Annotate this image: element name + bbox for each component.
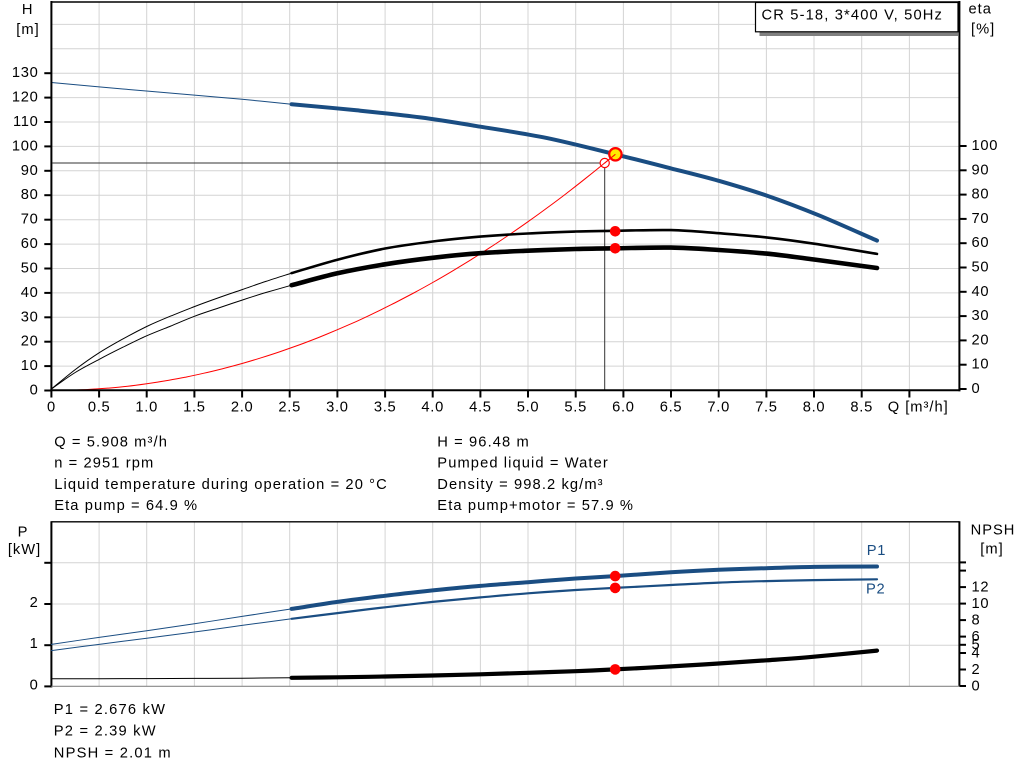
svg-text:8: 8: [972, 613, 981, 629]
svg-text:Q [m³/h]: Q [m³/h]: [888, 400, 949, 416]
svg-text:Liquid temperature during oper: Liquid temperature during operation = 20…: [54, 477, 388, 493]
svg-text:1: 1: [30, 636, 39, 652]
svg-text:Eta pump = 64.9 %: Eta pump = 64.9 %: [54, 498, 198, 514]
svg-text:2: 2: [972, 662, 981, 678]
svg-text:30: 30: [21, 309, 39, 325]
svg-text:3.5: 3.5: [374, 400, 397, 416]
svg-text:[m]: [m]: [980, 542, 1003, 558]
svg-text:50: 50: [972, 260, 990, 276]
svg-text:70: 70: [21, 212, 39, 228]
svg-text:30: 30: [972, 308, 990, 324]
svg-text:120: 120: [12, 90, 39, 106]
svg-text:CR 5-18, 3*400 V, 50Hz: CR 5-18, 3*400 V, 50Hz: [762, 8, 944, 24]
svg-text:Q = 5.908 m³/h: Q = 5.908 m³/h: [54, 434, 168, 450]
svg-text:Pumped liquid = Water: Pumped liquid = Water: [437, 456, 609, 472]
svg-text:0.5: 0.5: [88, 400, 111, 416]
svg-text:100: 100: [12, 138, 39, 154]
svg-text:100: 100: [972, 138, 999, 154]
svg-text:4.5: 4.5: [469, 400, 492, 416]
svg-text:P2 = 2.39 kW: P2 = 2.39 kW: [54, 724, 157, 740]
svg-text:40: 40: [21, 285, 39, 301]
svg-text:90: 90: [972, 162, 990, 178]
svg-text:80: 80: [21, 187, 39, 203]
svg-text:12: 12: [972, 580, 990, 596]
svg-text:NPSH: NPSH: [971, 523, 1016, 539]
svg-text:[m]: [m]: [16, 22, 39, 38]
svg-text:Density = 998.2 kg/m³: Density = 998.2 kg/m³: [437, 477, 603, 493]
svg-text:130: 130: [12, 65, 39, 81]
svg-text:NPSH = 2.01 m: NPSH = 2.01 m: [54, 745, 172, 761]
svg-text:P1: P1: [867, 543, 886, 559]
svg-text:1.5: 1.5: [183, 400, 206, 416]
svg-text:0: 0: [972, 678, 981, 694]
svg-text:50: 50: [21, 261, 39, 277]
svg-text:70: 70: [972, 211, 990, 227]
svg-text:0: 0: [30, 383, 39, 399]
svg-text:60: 60: [972, 235, 990, 251]
svg-text:P2: P2: [866, 582, 885, 598]
svg-text:H = 96.48 m: H = 96.48 m: [437, 434, 530, 450]
svg-text:110: 110: [13, 114, 39, 130]
svg-text:n = 2951 rpm: n = 2951 rpm: [54, 456, 154, 472]
svg-text:10: 10: [972, 596, 990, 612]
svg-text:10: 10: [972, 357, 990, 373]
svg-text:5.0: 5.0: [517, 400, 540, 416]
svg-text:Eta pump+motor = 57.9 %: Eta pump+motor = 57.9 %: [437, 498, 634, 514]
svg-text:eta: eta: [969, 2, 992, 18]
svg-text:2.5: 2.5: [278, 400, 301, 416]
svg-text:P: P: [18, 525, 29, 541]
svg-text:3.0: 3.0: [326, 400, 349, 416]
svg-text:6.0: 6.0: [612, 400, 635, 416]
svg-text:7.0: 7.0: [707, 400, 730, 416]
svg-text:4: 4: [972, 645, 981, 661]
svg-text:20: 20: [972, 332, 990, 348]
svg-text:40: 40: [972, 284, 990, 300]
svg-text:2.0: 2.0: [231, 400, 254, 416]
svg-text:6: 6: [972, 629, 981, 645]
svg-text:90: 90: [21, 163, 39, 179]
svg-text:2: 2: [30, 595, 39, 611]
svg-text:80: 80: [972, 187, 990, 203]
svg-text:6.5: 6.5: [660, 400, 683, 416]
svg-text:P1 = 2.676 kW: P1 = 2.676 kW: [54, 702, 166, 718]
svg-text:4.0: 4.0: [421, 400, 444, 416]
svg-text:60: 60: [21, 236, 39, 252]
svg-text:1.0: 1.0: [135, 400, 158, 416]
svg-text:7.5: 7.5: [755, 400, 778, 416]
svg-text:0: 0: [47, 400, 56, 416]
svg-text:5: 5: [972, 637, 981, 653]
svg-text:0: 0: [30, 677, 39, 693]
svg-text:[%]: [%]: [971, 22, 995, 38]
svg-text:10: 10: [21, 358, 39, 374]
svg-text:5.5: 5.5: [564, 400, 587, 416]
svg-text:8.5: 8.5: [850, 400, 873, 416]
svg-text:H: H: [22, 2, 34, 18]
svg-text:0: 0: [972, 381, 981, 397]
svg-text:20: 20: [21, 334, 39, 350]
svg-text:[kW]: [kW]: [8, 542, 41, 558]
svg-text:8.0: 8.0: [803, 400, 826, 416]
